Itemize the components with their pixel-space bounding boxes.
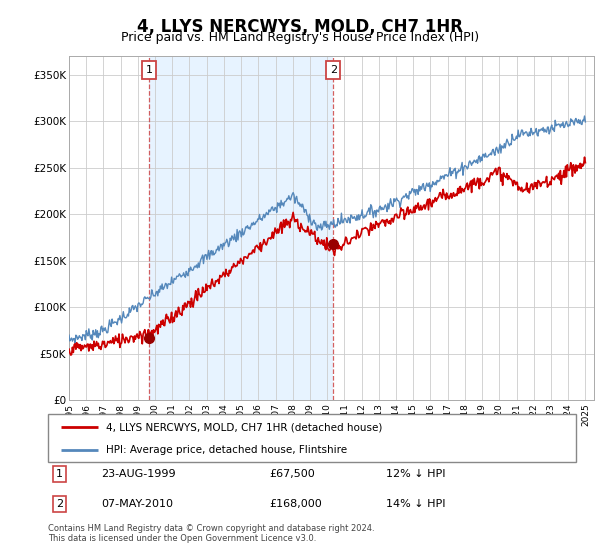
Text: HPI: Average price, detached house, Flintshire: HPI: Average price, detached house, Flin… [106,445,347,455]
FancyBboxPatch shape [48,414,576,462]
Text: 4, LLYS NERCWYS, MOLD, CH7 1HR (detached house): 4, LLYS NERCWYS, MOLD, CH7 1HR (detached… [106,422,382,432]
Text: 23-AUG-1999: 23-AUG-1999 [101,469,175,479]
Bar [149,56,333,400]
Text: 14% ↓ HPI: 14% ↓ HPI [386,499,445,509]
Text: 2: 2 [329,65,337,75]
Text: £67,500: £67,500 [270,469,316,479]
Text: £168,000: £168,000 [270,499,323,509]
Text: Contains HM Land Registry data © Crown copyright and database right 2024.
This d: Contains HM Land Registry data © Crown c… [48,524,374,543]
Text: Price paid vs. HM Land Registry's House Price Index (HPI): Price paid vs. HM Land Registry's House … [121,31,479,44]
Text: 1: 1 [56,469,63,479]
Text: 2: 2 [56,499,63,509]
Text: 4, LLYS NERCWYS, MOLD, CH7 1HR: 4, LLYS NERCWYS, MOLD, CH7 1HR [137,18,463,36]
Text: 07-MAY-2010: 07-MAY-2010 [101,499,173,509]
Text: 1: 1 [146,65,152,75]
Text: 12% ↓ HPI: 12% ↓ HPI [386,469,445,479]
